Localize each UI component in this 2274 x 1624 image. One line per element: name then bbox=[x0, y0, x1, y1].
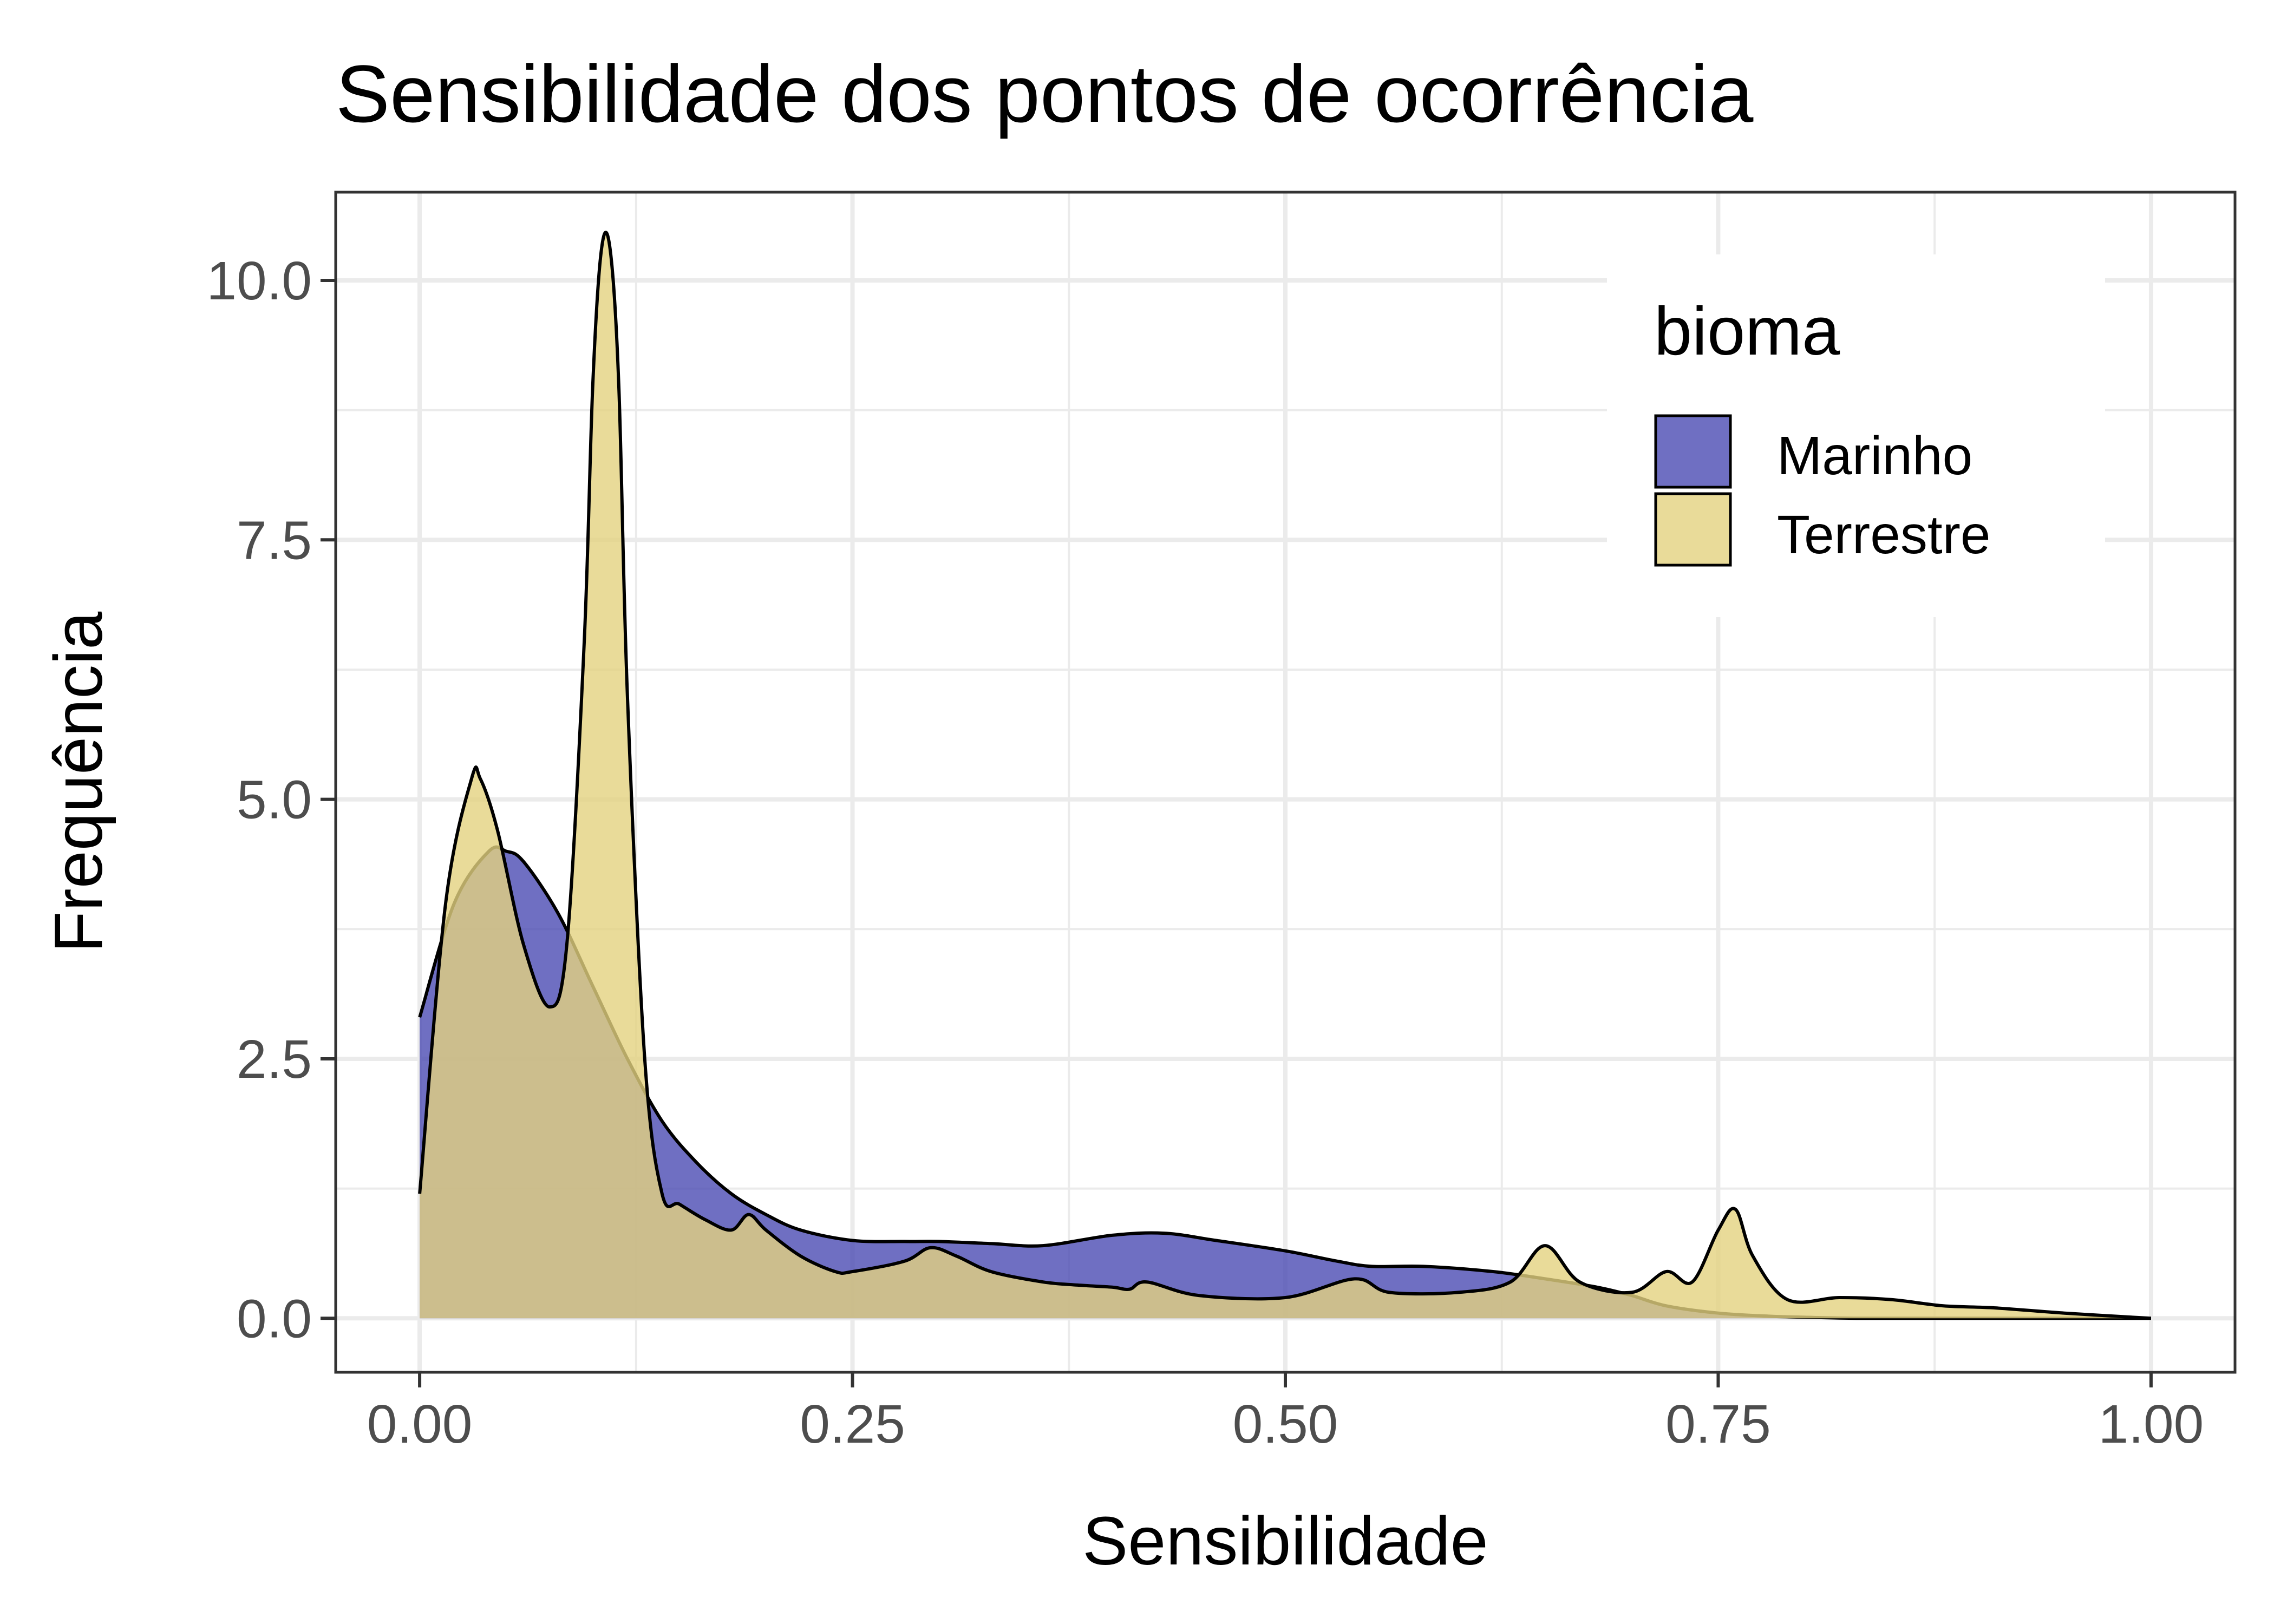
y-axis-title: Frequência bbox=[40, 611, 116, 953]
legend: bioma Marinho Terrestre bbox=[1607, 254, 2105, 617]
x-tick-label: 0.25 bbox=[800, 1394, 905, 1455]
legend-label-marinho: Marinho bbox=[1777, 425, 1972, 486]
chart-title: Sensibilidade dos pontos de ocorrência bbox=[336, 48, 1754, 139]
legend-key-marinho bbox=[1654, 414, 1732, 489]
x-tick-label: 0.50 bbox=[1233, 1394, 1338, 1455]
axis-ticks: 0.00 0.25 0.50 0.75 1.00 0.0 2.5 5.0 7.5 10.0 bbox=[206, 251, 2204, 1455]
legend-title: bioma bbox=[1654, 293, 1840, 369]
density-areas bbox=[418, 231, 2152, 1320]
y-tick-label: 0.0 bbox=[237, 1288, 312, 1349]
x-tick-label: 0.75 bbox=[1665, 1394, 1771, 1455]
y-tick-label: 5.0 bbox=[237, 770, 312, 830]
y-tick-label: 7.5 bbox=[237, 510, 312, 571]
x-tick-label: 1.00 bbox=[2099, 1394, 2204, 1455]
legend-key-terrestre bbox=[1654, 492, 1732, 567]
density-line-terrestre bbox=[418, 231, 2152, 1320]
x-tick-label: 0.00 bbox=[367, 1394, 473, 1455]
y-tick-label: 10.0 bbox=[206, 251, 312, 311]
y-tick-label: 2.5 bbox=[237, 1029, 312, 1090]
x-axis-title: Sensibilidade bbox=[1082, 1503, 1488, 1579]
legend-label-terrestre: Terrestre bbox=[1777, 505, 1991, 565]
density-area-terrestre bbox=[420, 232, 2151, 1319]
